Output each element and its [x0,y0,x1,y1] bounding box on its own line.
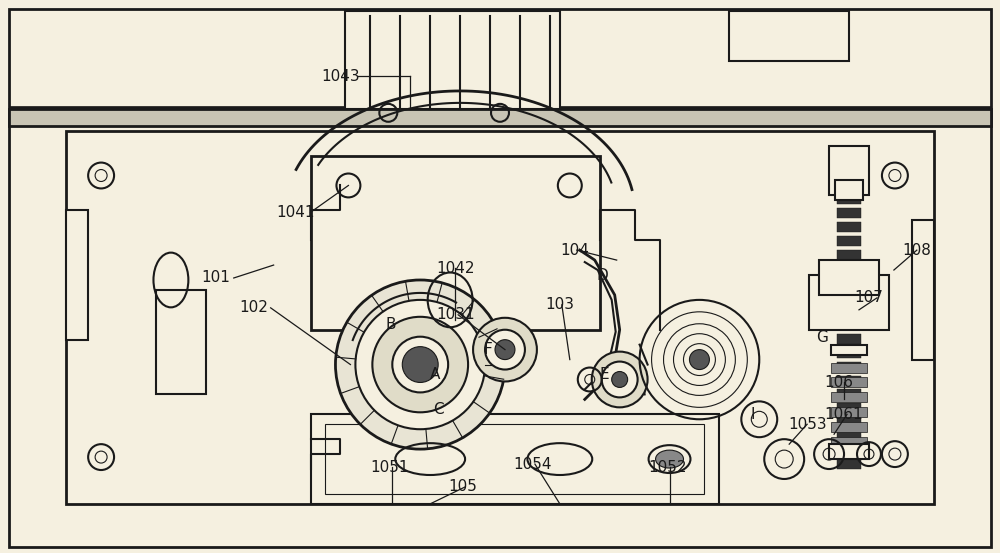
Text: 107: 107 [855,290,883,305]
Bar [837,180,861,190]
Text: 105: 105 [449,479,478,494]
Text: 1051: 1051 [370,460,409,474]
Bar [837,306,861,316]
Bar [837,264,861,274]
Bar [837,166,861,176]
Text: B: B [385,317,396,332]
Circle shape [355,300,485,429]
Bar [837,333,861,343]
Bar [729,12,849,61]
Text: I: I [750,407,755,422]
Circle shape [392,337,448,393]
Bar [835,180,863,200]
Text: 1031: 1031 [436,307,474,322]
Bar [809,275,889,330]
Bar [831,437,867,447]
Text: 1061: 1061 [825,407,863,422]
Text: 1052: 1052 [648,460,687,474]
Bar [837,208,861,218]
Text: 1043: 1043 [321,69,360,84]
Bar [837,431,861,441]
Bar [837,153,861,163]
Text: E: E [600,367,610,382]
Text: G: G [816,330,828,345]
Bar [912,220,934,359]
Circle shape [473,318,537,382]
Circle shape [372,317,468,413]
Text: F: F [484,342,492,357]
Bar [66,210,88,340]
Text: 103: 103 [545,298,574,312]
Bar [829,145,869,195]
Bar [345,12,560,109]
Bar [837,320,861,330]
Bar [837,403,861,413]
Bar [837,222,861,232]
Bar [325,424,704,494]
Circle shape [402,347,438,383]
Bar [837,362,861,372]
Circle shape [612,372,628,388]
Text: 104: 104 [560,243,589,258]
Circle shape [689,349,709,369]
Ellipse shape [649,445,690,473]
Bar [831,422,867,432]
Circle shape [592,352,648,408]
Bar [837,445,861,455]
Text: 108: 108 [902,243,931,258]
Bar [837,292,861,302]
Bar [311,414,719,504]
Bar [837,250,861,260]
Bar [831,363,867,373]
Bar [819,260,879,295]
Bar [837,459,861,469]
Text: 1054: 1054 [514,457,552,472]
Text: A: A [430,367,440,382]
Text: 1053: 1053 [788,417,826,432]
Bar [837,375,861,385]
Bar [831,378,867,388]
Bar [837,389,861,399]
Bar [66,131,934,504]
Circle shape [602,362,638,398]
Bar [837,236,861,246]
Text: 1041: 1041 [276,205,315,220]
Bar [156,290,206,394]
Circle shape [495,340,515,359]
Circle shape [335,280,505,449]
Bar [837,278,861,288]
Bar [831,345,867,354]
Bar [831,393,867,403]
Text: C: C [433,402,443,417]
Bar [837,418,861,427]
Text: 102: 102 [239,300,268,315]
Ellipse shape [656,450,683,468]
Bar [837,348,861,358]
Bar [9,109,991,126]
Bar [831,408,867,418]
Circle shape [485,330,525,369]
Text: 1042: 1042 [436,260,474,275]
Bar [829,444,869,459]
Bar [9,106,991,109]
Text: 106: 106 [825,375,854,390]
Bar [311,155,600,330]
Bar [837,195,861,205]
Text: 101: 101 [201,270,230,285]
Text: D: D [597,268,609,283]
